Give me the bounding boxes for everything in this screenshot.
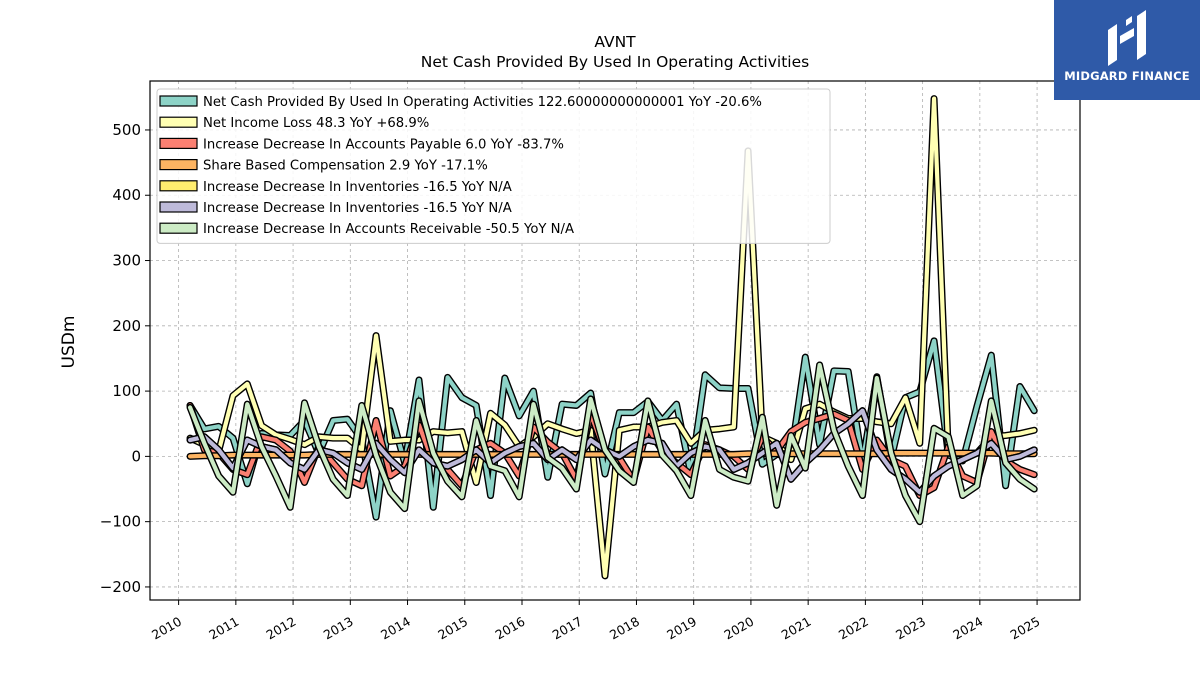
y-tick-label: −200 <box>100 578 141 596</box>
legend-swatch <box>159 201 198 213</box>
brand-name: MIDGARD FINANCE <box>1064 69 1190 83</box>
chart-subtitle: Net Cash Provided By Used In Operating A… <box>421 53 809 71</box>
series-1 <box>186 95 1038 580</box>
y-tick-label: 0 <box>131 447 141 465</box>
y-axis-label: USDm <box>59 316 79 369</box>
y-tick-label: −100 <box>100 513 141 531</box>
legend: Net Cash Provided By Used In Operating A… <box>156 88 831 244</box>
series-line <box>187 362 1037 524</box>
legend-label: Increase Decrease In Accounts Payable 6.… <box>203 137 564 152</box>
plot-frame <box>149 80 1081 601</box>
legend-swatch <box>159 180 198 192</box>
legend-swatch <box>159 222 198 234</box>
legend-swatch <box>159 95 198 107</box>
y-tick-label: 100 <box>112 382 141 400</box>
y-tick-label: 300 <box>112 252 141 270</box>
legend-swatch <box>159 116 198 128</box>
legend-label: Net Cash Provided By Used In Operating A… <box>203 95 762 110</box>
series-layer <box>186 95 1038 580</box>
legend-box <box>156 88 831 244</box>
legend-label: Share Based Compensation 2.9 YoY -17.1% <box>203 159 488 174</box>
legend-label: Increase Decrease In Accounts Receivable… <box>203 222 574 237</box>
brand-logo-icon <box>1108 10 1146 66</box>
series-line <box>187 96 1037 578</box>
y-tick-label: 500 <box>112 121 141 139</box>
legend-label: Increase Decrease In Inventories -16.5 Y… <box>203 180 512 195</box>
legend-label: Increase Decrease In Inventories -16.5 Y… <box>203 201 512 216</box>
y-tick-label: 200 <box>112 317 141 335</box>
brand-logo: MIDGARD FINANCE <box>1054 0 1200 100</box>
chart-title: AVNT <box>594 33 636 51</box>
series-6 <box>186 361 1038 526</box>
legend-swatch <box>159 159 198 171</box>
legend-label: Net Income Loss 48.3 YoY +68.9% <box>203 116 429 131</box>
y-tick-label: 400 <box>112 186 141 204</box>
legend-swatch <box>159 137 198 149</box>
